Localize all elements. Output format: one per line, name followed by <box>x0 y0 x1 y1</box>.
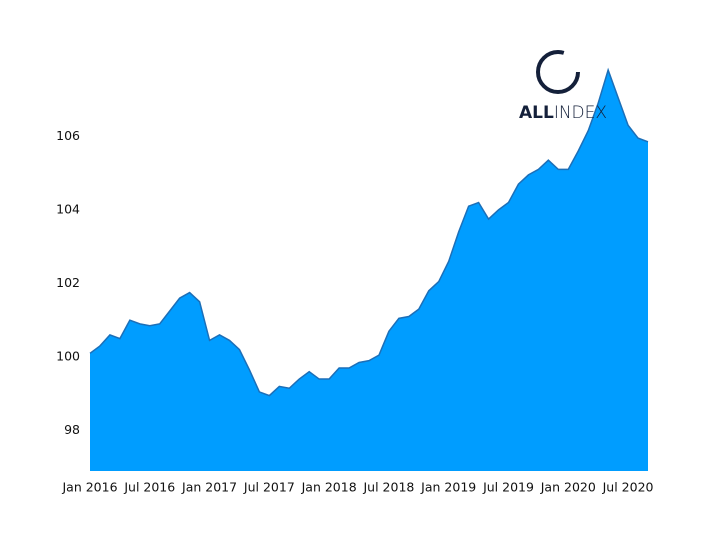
x-tick-label: Jul 2017 <box>243 480 295 495</box>
y-tick-label: 106 <box>56 128 80 143</box>
area <box>90 70 648 471</box>
x-tick-label: Jan 2019 <box>420 480 476 495</box>
logo: ALLINDEX <box>519 50 607 123</box>
plot: 98 100 102 104 106 Jan 2016 Jul 2016 Jan 2017 Ju… <box>56 67 654 495</box>
logo-text: ALLINDEX <box>519 103 607 123</box>
x-tick-label: Jan 2017 <box>181 480 237 495</box>
logo-bold: ALL <box>519 103 554 123</box>
x-tick-label: Jul 2018 <box>362 480 414 495</box>
y-tick-label: 104 <box>56 201 80 216</box>
line <box>89 67 649 397</box>
x-tick-label: Jul 2020 <box>602 480 654 495</box>
y-tick-label: 98 <box>64 422 80 437</box>
x-tick-label: Jan 2018 <box>301 480 357 495</box>
x-tick-label: Jul 2016 <box>123 480 175 495</box>
x-tick-label: Jan 2020 <box>540 480 596 495</box>
logo-light: INDEX <box>554 103 607 123</box>
x-tick-label: Jul 2019 <box>482 480 534 495</box>
y-tick-label: 102 <box>56 275 80 290</box>
x-tick-label: Jan 2016 <box>61 480 117 495</box>
y-tick-label: 100 <box>56 348 80 363</box>
logo-ring <box>536 50 580 94</box>
